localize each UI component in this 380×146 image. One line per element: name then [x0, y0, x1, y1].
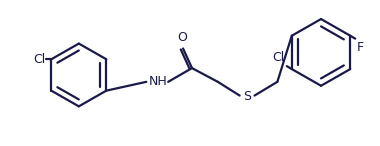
Text: S: S	[244, 90, 252, 103]
Text: Cl: Cl	[33, 53, 45, 66]
Text: O: O	[177, 31, 187, 44]
Text: F: F	[357, 41, 364, 54]
Text: Cl: Cl	[272, 51, 285, 64]
Text: NH: NH	[149, 75, 168, 88]
